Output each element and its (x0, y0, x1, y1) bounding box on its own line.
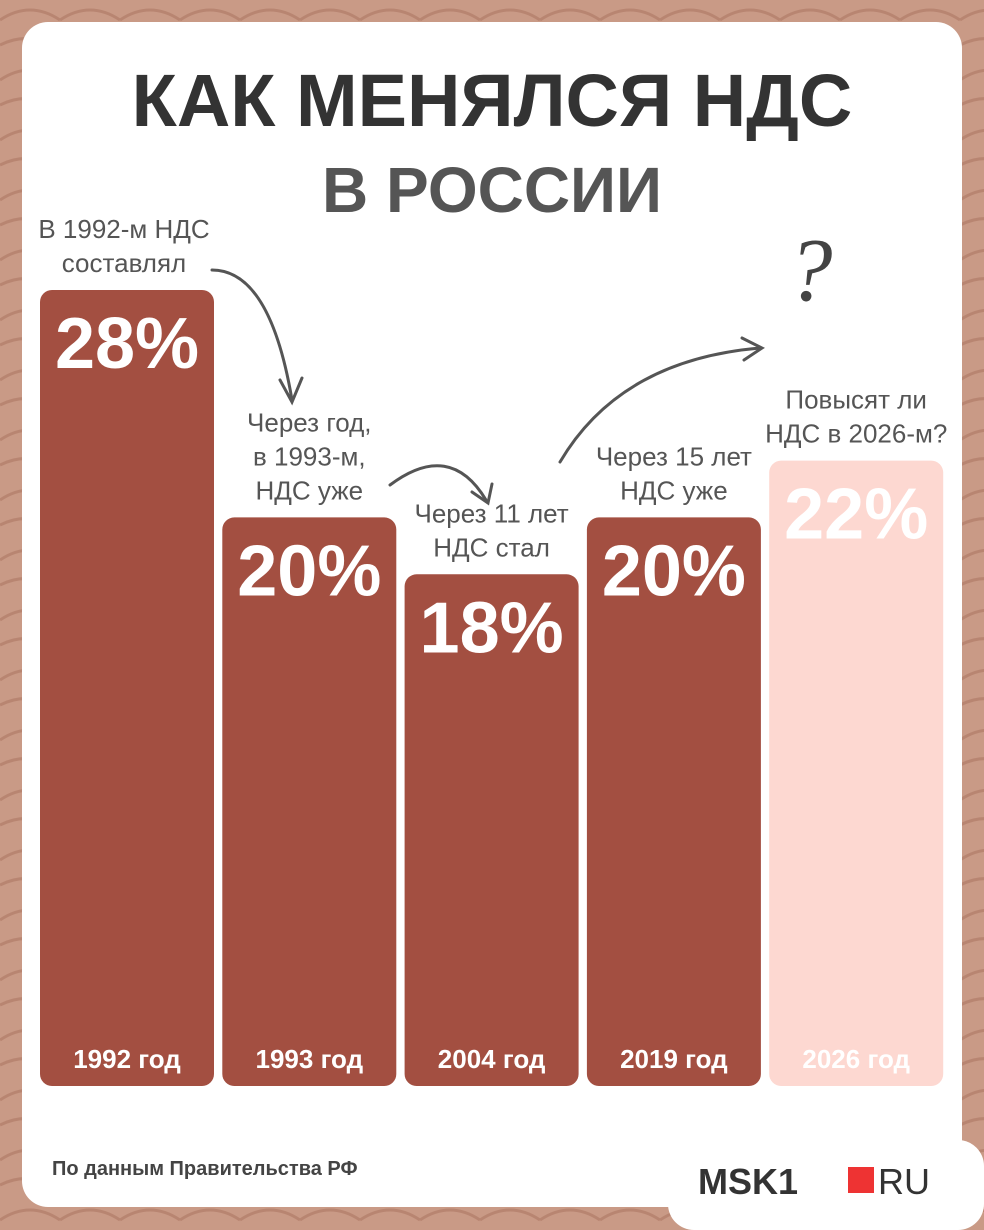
bar (222, 517, 397, 1086)
annotation-line: Через 11 лет (415, 498, 569, 528)
bar (404, 574, 579, 1086)
category-label: 2019 год (620, 1044, 728, 1074)
annotation-line: Через год, (247, 407, 371, 437)
brand-square (848, 1167, 874, 1193)
bar (769, 460, 944, 1087)
chart-subtitle: В РОССИИ (322, 154, 662, 226)
bar (40, 290, 214, 1086)
annotation-line: НДС стал (433, 532, 550, 562)
bar (586, 517, 761, 1086)
category-label: 1993 год (256, 1044, 364, 1074)
annotation: Повысят ли НДС в 2026-м? (765, 385, 947, 449)
arrow (210, 268, 294, 402)
value-label: 20% (602, 531, 746, 611)
arrow (558, 346, 762, 464)
source: По данным Правительства РФ (52, 1158, 358, 1180)
annotation: В 1992-м НДС составлял (38, 214, 209, 278)
arrows (210, 268, 765, 506)
arrow (388, 464, 488, 502)
annotation-line: составлял (62, 248, 186, 278)
arrow-head (470, 482, 494, 506)
annotation: Через 11 лет НДС стал (415, 498, 569, 562)
annotation: Через год, в 1993-м, НДС уже (247, 407, 371, 505)
annotation-line: в 1993-м, (253, 441, 366, 471)
annotation: Через 15 лет НДС уже (596, 441, 752, 505)
annotation-line: НДС уже (620, 475, 728, 505)
category-label: 2004 год (438, 1044, 546, 1074)
brand-domain: RU (878, 1161, 930, 1202)
value-label: 20% (237, 531, 381, 611)
value-label: 18% (420, 588, 564, 668)
logo-plate (668, 1140, 984, 1230)
value-label: 22% (784, 475, 928, 555)
brand-name: MSK1 (698, 1161, 798, 1202)
annotation-line: НДС в 2026-м? (765, 419, 947, 449)
annotation-line: Повысят ли (785, 385, 927, 415)
value-label: 28% (55, 304, 199, 384)
annotation-line: В 1992-м НДС (38, 214, 209, 244)
question-mark: ? (788, 221, 833, 320)
chart-title: КАК МЕНЯЛСЯ НДС (132, 59, 853, 142)
arrow-head (278, 376, 304, 406)
annotation-line: Через 15 лет (596, 441, 752, 471)
category-label: 1992 год (73, 1044, 181, 1074)
arrow-head (740, 336, 765, 362)
annotation-line: НДС уже (256, 475, 364, 505)
category-label: 2026 год (802, 1044, 910, 1074)
